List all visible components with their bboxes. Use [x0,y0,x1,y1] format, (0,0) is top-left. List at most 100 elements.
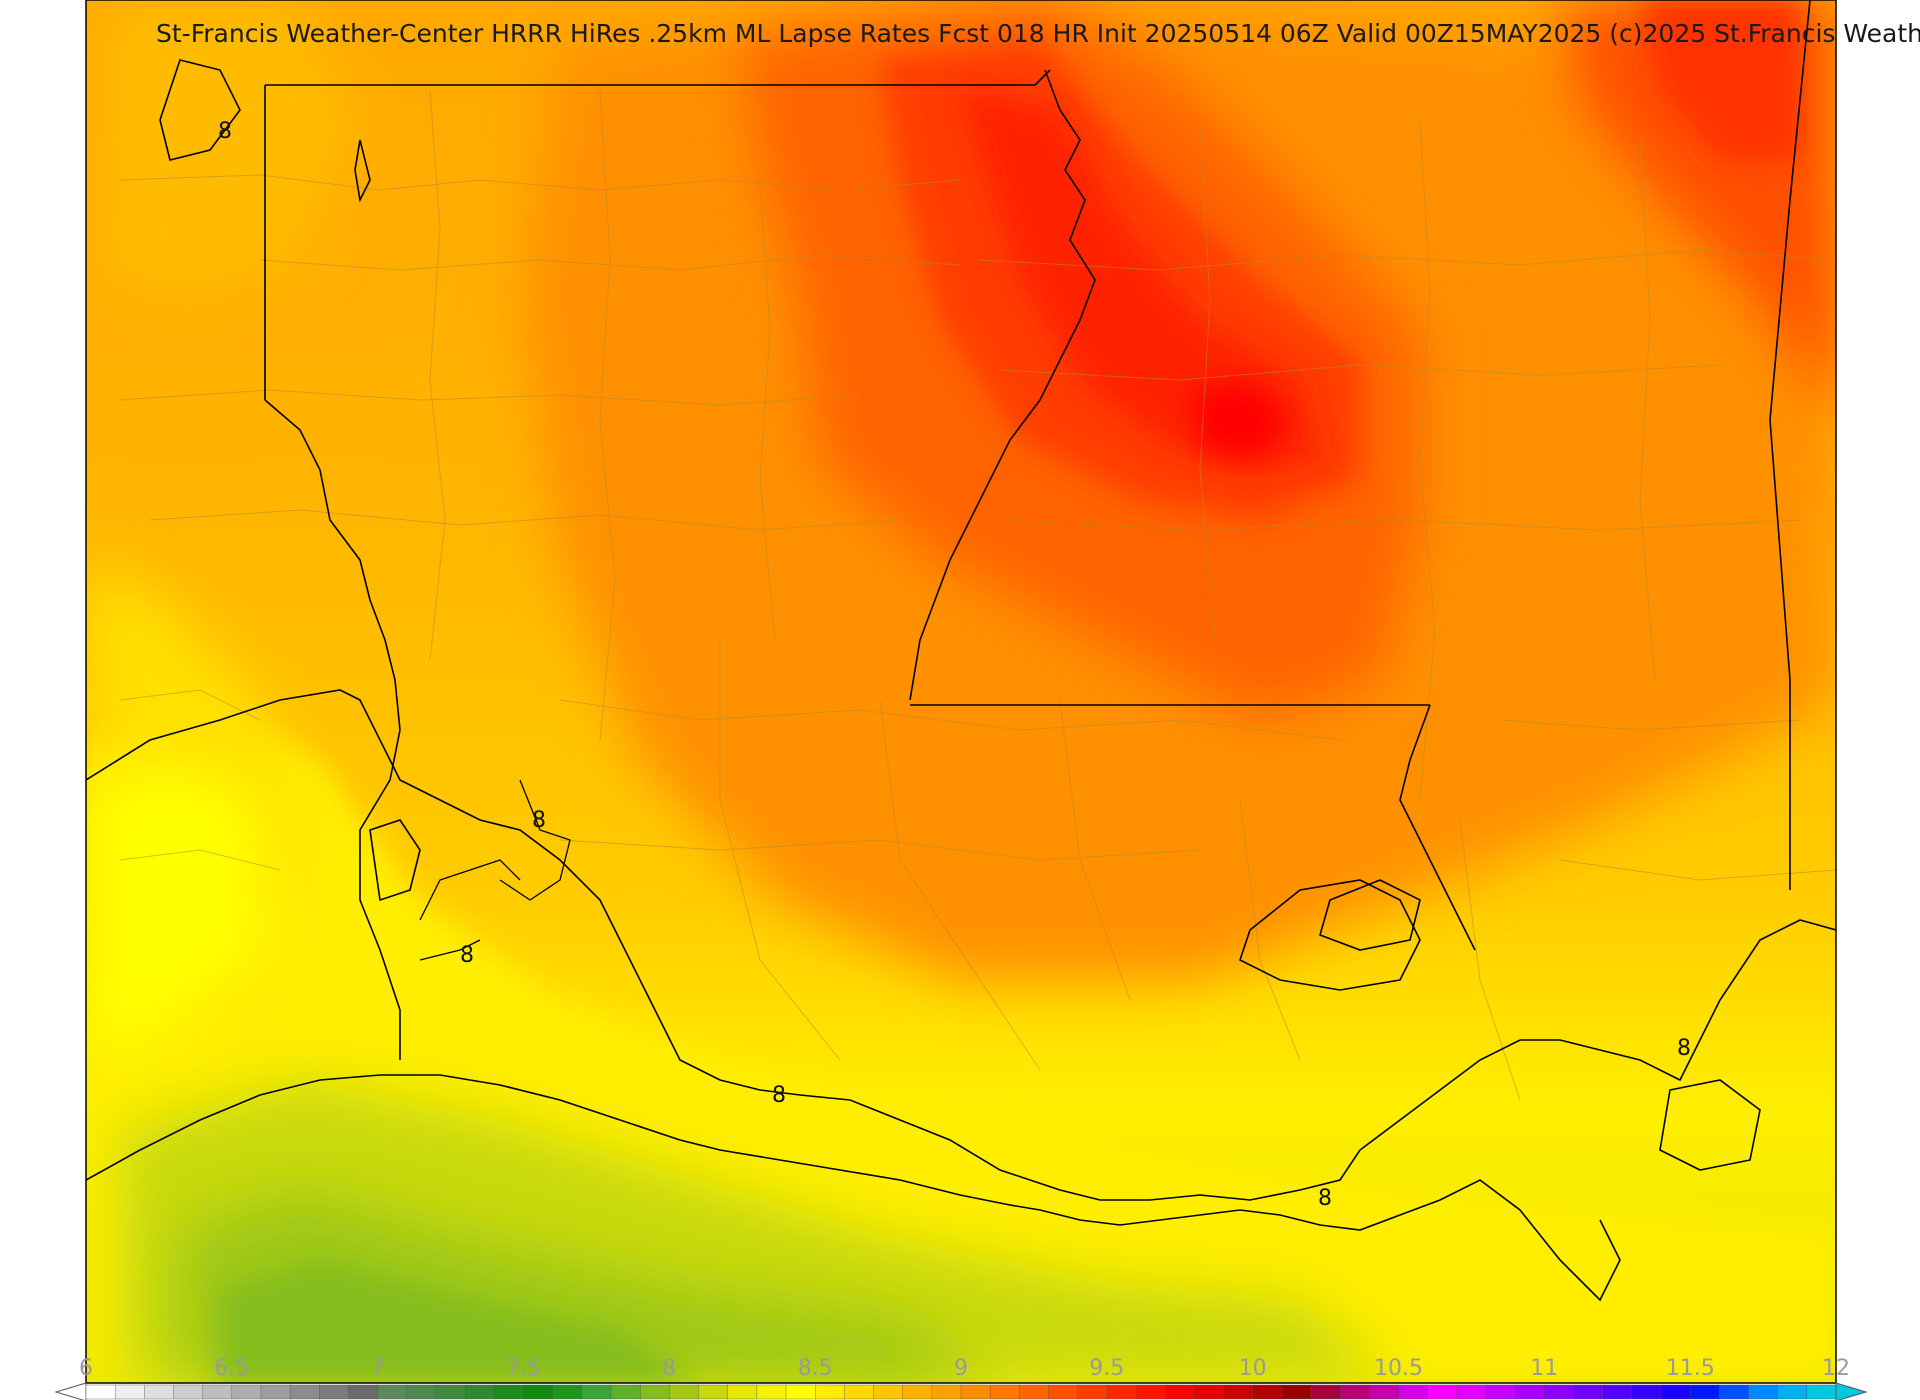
colorbar-cell [698,1384,729,1400]
lake-pontchartrain [1239,879,1421,991]
colorbar-cell [377,1384,408,1400]
shaded-field [86,0,1836,1383]
colorbar-cell [202,1384,233,1400]
contour-label-coast-west: 8 [772,1083,786,1108]
toledo-bend [369,819,421,902]
colorbar-cell [1689,1384,1721,1400]
colorbar-cell [1485,1384,1516,1400]
colorbar-cell [494,1384,525,1400]
colorbar-cell [289,1384,321,1400]
colorbar-tick-label: 11 [1530,1356,1558,1381]
contour-label-east: 8 [1677,1036,1691,1061]
contour-label-coast-central: 8 [1318,1186,1332,1211]
colorbar-cell [639,1384,671,1400]
colorbar-cell [552,1384,583,1400]
state-boundaries [86,0,1836,1302]
mississippi-alabama-line [1769,0,1811,890]
colorbar-cell [814,1384,846,1400]
colorbar-cell [114,1384,146,1400]
colorbar-cell [1427,1384,1458,1400]
colorbar-cell [1048,1384,1079,1400]
colorbar-tick-label: 10.5 [1374,1356,1423,1381]
colorbar-tick-label: 6 [79,1356,93,1381]
colorbar-cell [960,1384,991,1400]
colorbar-cell [1281,1384,1312,1400]
colorbar-cell [348,1384,379,1400]
colorbar-cell [464,1384,496,1400]
colorbar-cell [1660,1384,1691,1400]
colorbar-cell [1310,1384,1341,1400]
nw-lake [159,59,241,161]
red-river [264,399,401,731]
contour-label-central-west: 8 [532,808,546,833]
colorbar-cell [1602,1384,1633,1400]
contour-label-nw: 8 [218,119,232,144]
colorbar-cell [1573,1384,1604,1400]
colorbar-cell [873,1384,904,1400]
lake-texoma [354,139,371,203]
mississippi-louisiana-line [1399,704,1476,951]
county-lines [119,89,1836,1101]
colorbar-tick-label: 9 [954,1356,968,1381]
colorbar: 6 6.5 7 7.5 8 8.5 9 9.5 10 10.5 11 11.5 12 [54,1356,1868,1400]
colorbar-cell [902,1384,933,1400]
colorbar-over-arrow [1835,1382,1868,1400]
colorbar-cell [406,1384,437,1400]
colorbar-cell [1398,1384,1429,1400]
colorbar-cell [1223,1384,1254,1400]
colorbar-tick-label: 9.5 [1089,1356,1124,1381]
colorbar-cell [756,1384,787,1400]
contour-lines [419,779,571,961]
colorbar-cell [1514,1384,1546,1400]
colorbar-tick-label: 8 [662,1356,676,1381]
colorbar-cell [1252,1384,1283,1400]
colorbar-cell [319,1384,350,1400]
colorbar-under-arrow [54,1382,87,1400]
gulf-coast [86,689,1836,1201]
colorbar-cell [231,1384,262,1400]
colorbar-cell [1456,1384,1487,1400]
colorbar-cell [1806,1384,1837,1400]
colorbar-tick-label: 11.5 [1666,1356,1715,1381]
colorbar-tick-label: 6.5 [214,1356,249,1381]
colorbar-cell [1777,1384,1808,1400]
colorbar-cell [1719,1384,1750,1400]
colorbar-cell [1544,1384,1575,1400]
colorbar-cell [1339,1384,1371,1400]
colorbar-cell [669,1384,700,1400]
colorbar-cell [1106,1384,1137,1400]
colorbar-cell [727,1384,758,1400]
colorbar-cell [1077,1384,1108,1400]
colorbar-cell [610,1384,641,1400]
colorbar-cell [85,1384,116,1400]
mississippi-river [909,69,1096,701]
colorbar-cell [260,1384,291,1400]
colorbar-tick-label: 7 [371,1356,385,1381]
colorbar-cell [1748,1384,1779,1400]
colorbar-cell [1019,1384,1050,1400]
colorbar-cell [931,1384,962,1400]
colorbar-tick-label: 7.5 [506,1356,541,1381]
colorbar-cell [1369,1384,1400,1400]
colorbar-cell [1135,1384,1166,1400]
colorbar-cell [173,1384,204,1400]
arkansas-north [1034,69,1051,86]
colorbar-cell [435,1384,466,1400]
colorbar-tick-label: 12 [1822,1356,1850,1381]
lake-borgne [1659,1079,1761,1171]
louisiana-marsh-edge [1009,1179,1621,1302]
sabine-river [359,729,401,1060]
colorbar-tick-label: 8.5 [798,1356,833,1381]
colorbar-cell [523,1384,554,1400]
colorbar-cell [144,1384,175,1400]
colorbar-cell [581,1384,612,1400]
colorbar-cell [1631,1384,1662,1400]
texas-coast [86,1074,1011,1206]
colorbar-ticks: 6 6.5 7 7.5 8 8.5 9 9.5 10 10.5 11 11.5 12 [79,1356,1850,1381]
colorbar-cell [785,1384,816,1400]
contour-label-sabine: 8 [460,943,474,968]
map-frame [85,0,1837,1384]
map-title: St-Francis Weather-Center HRRR HiRes .25… [156,19,1920,48]
colorbar-cells [85,1384,1837,1400]
